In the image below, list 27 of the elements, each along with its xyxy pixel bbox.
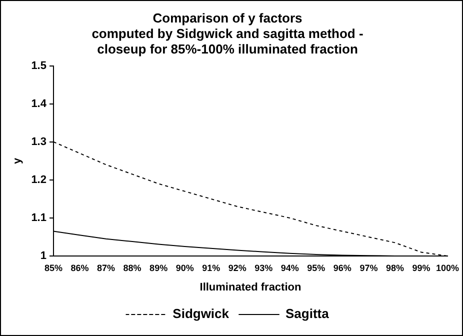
y-tick-label: 1 bbox=[40, 250, 46, 262]
x-tick-label: 87% bbox=[97, 262, 116, 273]
x-tick-label: 100% bbox=[436, 262, 460, 273]
chart-title: Comparison of y factors computed by Sidgwick and sagitta method - closeup for 85%-100% illuminated fraction bbox=[92, 10, 364, 57]
x-tick-label: 86% bbox=[70, 262, 89, 273]
y-tick-label: 1.2 bbox=[31, 174, 46, 186]
legend-label: Sidgwick bbox=[172, 306, 230, 322]
x-tick-label: 97% bbox=[360, 262, 378, 273]
x-tick-label: 89% bbox=[150, 262, 168, 273]
y-tick-label: 1.3 bbox=[31, 136, 46, 148]
x-axis-title: Illuminated fraction bbox=[200, 281, 302, 294]
y-tick-label: 1.1 bbox=[31, 212, 46, 224]
x-tick-label: 93% bbox=[254, 262, 273, 273]
y-axis-title: y bbox=[12, 156, 24, 164]
x-tick-label: 92% bbox=[228, 262, 246, 273]
x-tick-label: 94% bbox=[280, 262, 299, 273]
x-tick-label: 85% bbox=[44, 262, 62, 273]
x-tick-label: 98% bbox=[386, 262, 404, 273]
y-tick-label: 1.4 bbox=[31, 98, 48, 110]
x-tick-label: 96% bbox=[333, 262, 352, 273]
legend-label: Sagitta bbox=[286, 306, 330, 322]
x-tick-label: 99% bbox=[412, 262, 430, 273]
x-tick-label: 95% bbox=[307, 262, 326, 273]
y-tick-label: 1.5 bbox=[31, 60, 46, 72]
x-tick-label: 88% bbox=[123, 262, 142, 273]
x-tick-label: 90% bbox=[176, 262, 194, 273]
x-tick-label: 91% bbox=[202, 262, 220, 273]
